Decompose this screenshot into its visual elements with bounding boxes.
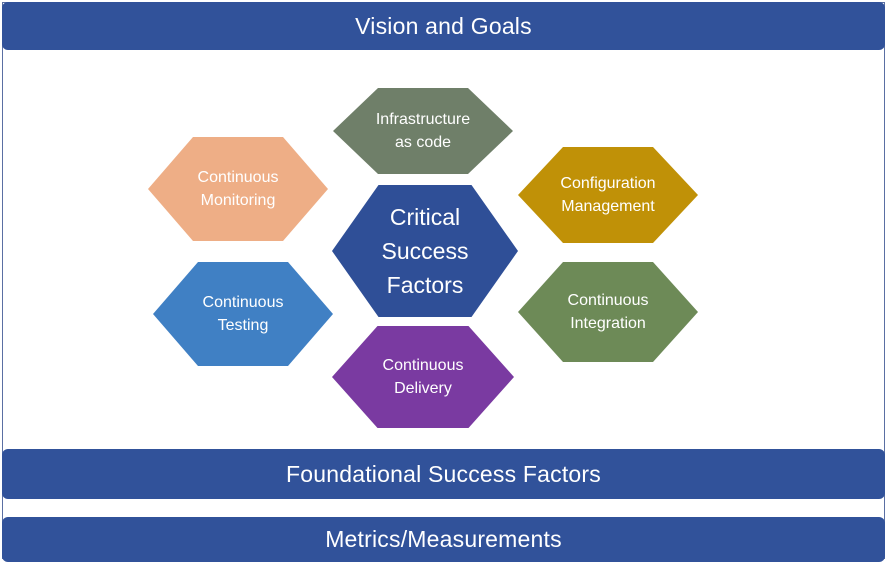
configuration-management-label: Configuration Management <box>560 175 656 215</box>
continuous-testing-hexagon: Continuous Testing <box>153 262 333 366</box>
continuous-delivery-label: Continuous Delivery <box>382 357 464 397</box>
infrastructure-as-code-label: Infrastructure as code <box>375 111 471 151</box>
continuous-testing-label: Continuous Testing <box>202 294 284 334</box>
metrics-measurements-title: Metrics/Measurements <box>325 526 562 552</box>
critical-success-factors-hexagon: Critical Success Factors <box>332 185 518 317</box>
metrics-measurements-banner: Metrics/Measurements <box>2 517 885 562</box>
foundational-success-factors-title: Foundational Success Factors <box>286 460 601 487</box>
configuration-management-hexagon: Configuration Management <box>518 147 698 243</box>
critical-success-factors-label: Critical Success Factors <box>381 204 469 298</box>
continuous-integration-label: Continuous Integration <box>567 292 649 332</box>
vision-goals-title: Vision and Goals <box>355 12 532 39</box>
vision-goals-banner: Vision and Goals <box>2 2 885 50</box>
continuous-delivery-hexagon: Continuous Delivery <box>332 326 514 428</box>
continuous-monitoring-label: Continuous Monitoring <box>197 169 279 209</box>
foundational-success-factors-banner: Foundational Success Factors <box>2 449 885 499</box>
